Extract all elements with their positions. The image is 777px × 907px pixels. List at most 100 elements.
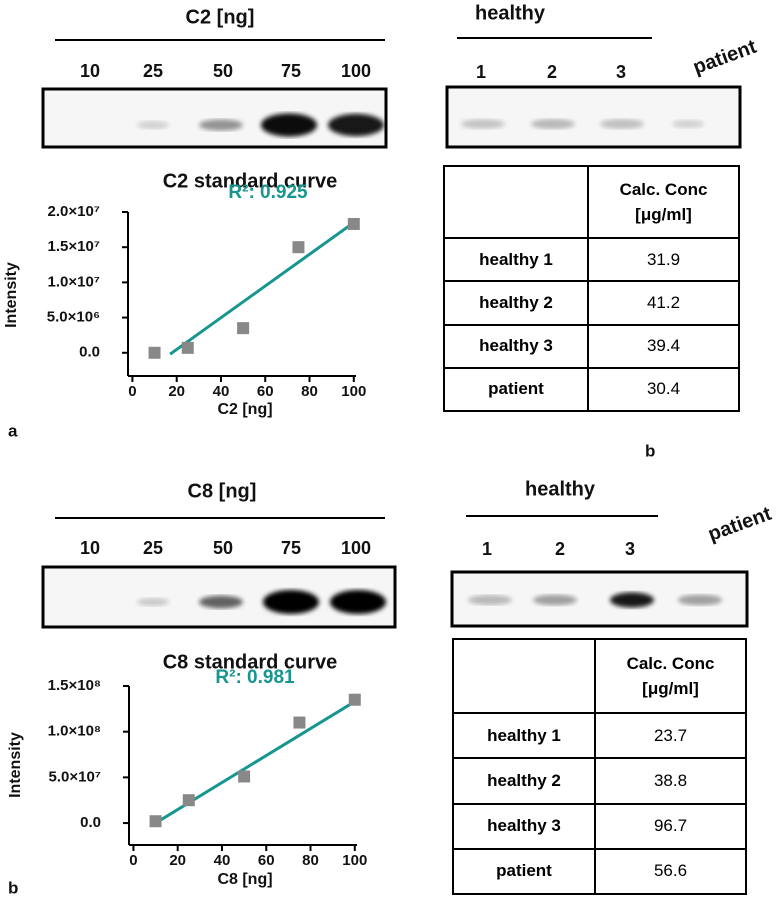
lane-label: patient: [690, 36, 759, 79]
y-tick-label: 1.5×10⁷: [48, 238, 101, 255]
blot-band: [610, 592, 654, 608]
x-tick-label: 0: [128, 383, 136, 400]
lane-label: 25: [143, 61, 163, 81]
blot-band: [330, 590, 386, 614]
point: [348, 693, 361, 706]
table-cell: 23.7: [594, 711, 747, 760]
lane-label: 2: [547, 62, 557, 82]
table-cell: 31.9: [587, 236, 740, 283]
table-row: patient 56.6: [452, 847, 747, 896]
blot-band: [533, 594, 577, 606]
lane-label: 1: [482, 539, 492, 559]
table-row: patient 30.4: [443, 366, 740, 413]
table-row: healthy 1 23.7: [452, 711, 747, 760]
panel-label: b: [8, 878, 18, 897]
table-cell: 96.7: [594, 802, 747, 850]
lane-label: 3: [625, 539, 635, 559]
lane-label: 25: [143, 538, 163, 558]
blot-band: [600, 119, 644, 129]
y-tick-label: 1.5×10⁸: [48, 677, 101, 694]
table-row: healthy 2 41.2: [443, 280, 740, 326]
table-cell: 30.4: [587, 366, 740, 413]
blot-band: [678, 594, 722, 606]
table-cell: 56.6: [594, 847, 747, 896]
table-cell: 39.4: [587, 323, 740, 369]
x-tick-label: 20: [168, 383, 185, 400]
x-tick-label: 80: [302, 852, 319, 869]
result-table: Calc. Conc [μg/ml] healthy 1 23.7 healthy 2…: [452, 638, 747, 896]
blot-title: healthy: [525, 478, 596, 500]
table-cell: patient: [443, 366, 589, 413]
fit-line: [169, 221, 355, 356]
table-cell: healthy 1: [443, 236, 589, 283]
table-cell: patient: [452, 847, 596, 896]
point: [347, 217, 360, 230]
y-tick-label: 1.0×10⁸: [48, 723, 101, 740]
point: [148, 346, 161, 359]
y-axis-label: Intensity: [3, 262, 20, 328]
table-cell: [452, 638, 596, 714]
x-tick-label: 20: [169, 852, 186, 869]
table-header: Calc. Conc [μg/ml]: [443, 165, 740, 239]
panel-label: b: [645, 441, 655, 460]
lane-label: 50: [213, 538, 233, 558]
table-cell: [443, 165, 589, 239]
lane-label: 2: [555, 539, 565, 559]
blot-band: [137, 121, 169, 129]
table-row: healthy 3 96.7: [452, 802, 747, 850]
x-tick-label: 100: [341, 383, 366, 400]
blot-band: [199, 595, 243, 609]
table-header: Calc. Conc [μg/ml]: [452, 638, 747, 714]
lane-label: 10: [80, 61, 100, 81]
blot-title: C2 [ng]: [186, 6, 255, 28]
lane-label: 75: [281, 61, 301, 81]
table-cell: healthy 2: [452, 757, 596, 805]
y-axis-label: Intensity: [7, 732, 24, 798]
x-tick-label: 0: [129, 852, 137, 869]
table-cell: 41.2: [587, 280, 740, 326]
chart-title: C8 standard curve: [163, 651, 338, 673]
blot-band: [328, 113, 384, 137]
table-cell: 38.8: [594, 757, 747, 805]
y-tick-label: 0.0: [79, 344, 100, 361]
blot-band: [137, 598, 169, 606]
point: [182, 794, 195, 807]
blot-band: [672, 120, 704, 128]
chart-title: C2 standard curve: [163, 170, 338, 192]
x-tick-label: 80: [301, 383, 318, 400]
result-table: Calc. Conc [μg/ml] healthy 1 31.9 healthy 2…: [443, 165, 740, 413]
x-tick-label: 60: [258, 852, 275, 869]
point: [292, 241, 305, 254]
table-cell: Calc. Conc [μg/ml]: [587, 165, 740, 239]
blot-title: healthy: [475, 2, 546, 24]
x-axis-label: C8 [ng]: [217, 871, 272, 888]
annotation: R²: 0.925: [228, 182, 308, 203]
lane-label: patient: [705, 503, 774, 546]
point: [238, 770, 251, 783]
y-tick-label: 5.0×10⁷: [49, 768, 102, 785]
blot-image: [41, 87, 388, 149]
point: [149, 815, 162, 828]
table-row: healthy 2 38.8: [452, 757, 747, 805]
lane-label: 100: [341, 538, 371, 558]
lane-label: 75: [281, 538, 301, 558]
point: [293, 716, 306, 729]
table-row: healthy 3 39.4: [443, 323, 740, 369]
x-tick-label: 40: [214, 852, 231, 869]
blot-band: [263, 590, 319, 614]
table-cell: healthy 2: [443, 280, 589, 326]
panel-label: a: [8, 421, 18, 440]
blot-band: [531, 119, 575, 129]
blot-band: [461, 119, 505, 129]
lane-label: 1: [476, 62, 486, 82]
y-tick-label: 0.0: [80, 814, 101, 831]
y-tick-label: 2.0×10⁷: [48, 203, 101, 220]
blot-band: [468, 595, 512, 605]
blot-band: [261, 113, 317, 137]
blot-image: [445, 85, 742, 149]
point: [181, 341, 194, 354]
x-tick-label: 100: [342, 852, 367, 869]
lane-label: 50: [213, 61, 233, 81]
